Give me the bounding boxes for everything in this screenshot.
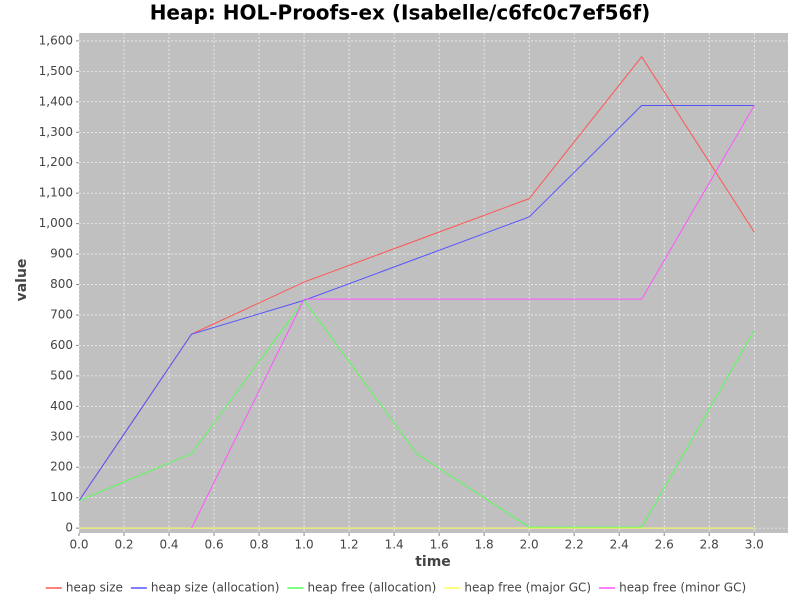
y-tick-label: 700 (50, 307, 73, 321)
legend-label: heap free (allocation) (307, 581, 436, 595)
x-axis-label: time (415, 554, 451, 570)
x-tick-label: 1.4 (385, 538, 404, 552)
y-tick-label: 100 (50, 490, 73, 504)
x-tick-label: 1.6 (430, 538, 449, 552)
series-line (191, 105, 755, 529)
x-tick-label: 1.8 (475, 538, 494, 552)
y-tick-label: 400 (50, 399, 73, 413)
y-tick-label: 1,200 (39, 155, 73, 169)
chart-title: Heap: HOL-Proofs-ex (Isabelle/c6fc0c7ef5… (150, 1, 651, 25)
series-line (78, 299, 755, 528)
y-tick-label: 1,000 (39, 216, 73, 230)
y-tick-label: 500 (50, 368, 73, 382)
y-axis-label: value (14, 259, 30, 302)
x-tick-label: 0.4 (159, 538, 178, 552)
x-tick-label: 1.2 (340, 538, 359, 552)
x-tick-label: 1.0 (295, 538, 314, 552)
x-tick-label: 0.0 (69, 538, 88, 552)
y-tick-label: 300 (50, 429, 73, 443)
x-tick-label: 2.0 (520, 538, 539, 552)
x-tick-label: 2.8 (700, 538, 719, 552)
y-tick-label: 1,300 (39, 125, 73, 139)
legend-label: heap free (minor GC) (619, 581, 746, 595)
series-line (78, 104, 755, 502)
y-tick-label: 600 (50, 338, 73, 352)
y-tick-label: 200 (50, 460, 73, 474)
y-tick-label: 800 (50, 277, 73, 291)
y-tick-label: 900 (50, 247, 73, 261)
y-tick-label: 1,600 (39, 33, 73, 47)
x-tick-label: 0.2 (114, 538, 133, 552)
y-tick-label: 1,500 (39, 64, 73, 78)
plot-area (79, 33, 788, 533)
x-tick-label: 2.6 (655, 538, 674, 552)
legend-label: heap free (major GC) (464, 581, 591, 595)
x-tick-label: 2.2 (565, 538, 584, 552)
x-tick-label: 0.8 (250, 538, 269, 552)
x-tick-label: 2.4 (610, 538, 629, 552)
x-tick-label: 0.6 (205, 538, 224, 552)
y-tick-label: 1,400 (39, 94, 73, 108)
legend-label: heap size (allocation) (151, 581, 280, 595)
y-tick-label: 0 (65, 521, 73, 535)
legend-label: heap size (66, 581, 123, 595)
y-tick-label: 1,100 (39, 186, 73, 200)
x-tick-label: 3.0 (745, 538, 764, 552)
